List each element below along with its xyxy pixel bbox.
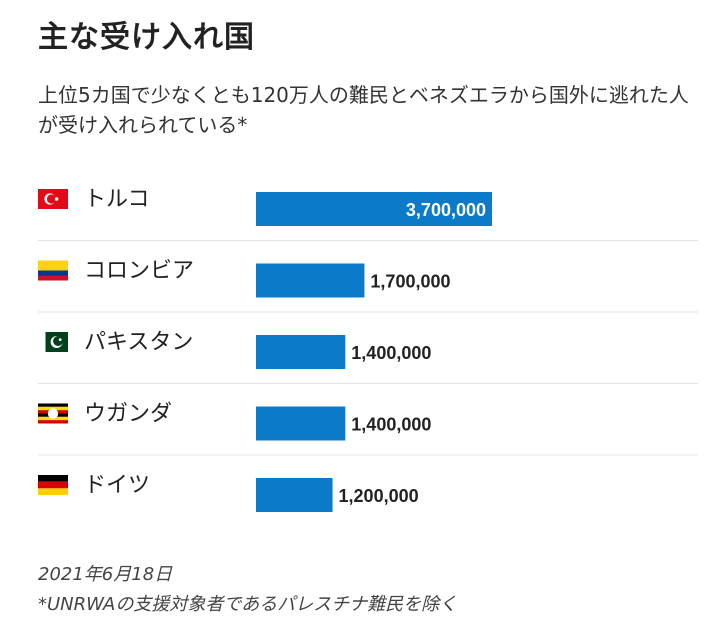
- chart-title: 主な受け入れ国: [38, 20, 255, 55]
- category-label: ウガンダ: [84, 402, 172, 427]
- value-label: 3,700,000: [406, 200, 486, 220]
- chart-subtitle: 上位5カ国で少なくとも120万人の難民とベネズエラから国外に逃れた人が受け入れら…: [38, 83, 689, 137]
- bar: [256, 263, 365, 298]
- footer-note: *UNRWAの支援対象者であるパレスチナ難民を除く: [38, 594, 458, 615]
- footer-date: 2021年6月18日: [38, 564, 173, 585]
- colombia-flag: [38, 260, 68, 281]
- value-label: 1,400,000: [351, 343, 431, 363]
- bar: [256, 192, 492, 226]
- bar: [256, 478, 333, 512]
- category-label: パキスタン: [84, 330, 193, 355]
- footer: 2021年6月18日 *UNRWAの支援対象者であるパレスチナ難民を除く: [38, 560, 457, 620]
- uganda-flag: [38, 403, 68, 424]
- value-label: 1,400,000: [351, 415, 431, 435]
- bar: [256, 335, 346, 369]
- turkey-flag: [38, 189, 68, 209]
- category-label: ドイツ: [84, 473, 150, 498]
- category-label: コロンビア: [84, 259, 194, 284]
- category-label: トルコ: [84, 187, 150, 212]
- germany-flag: [38, 475, 68, 495]
- value-label: 1,200,000: [339, 486, 419, 506]
- pakistan-flag: [38, 332, 68, 352]
- bar: [256, 406, 346, 441]
- bar-chart: トルコ 3,700,000 コロンビア 1,700,000 パキスタン 1,400,000…: [38, 187, 698, 512]
- value-label: 1,700,000: [370, 272, 450, 292]
